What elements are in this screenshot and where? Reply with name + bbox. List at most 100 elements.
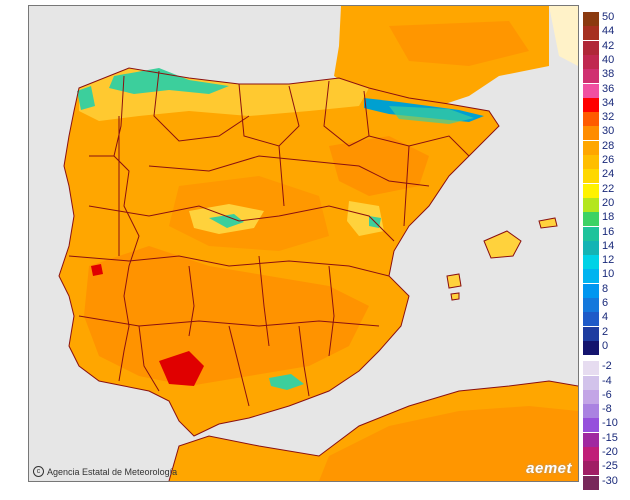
legend-swatch (583, 54, 599, 69)
legend-label: 20 (602, 196, 615, 209)
copyright-circle-icon: c (33, 466, 44, 477)
legend-item: 14 (583, 239, 628, 255)
legend-swatch (583, 140, 599, 155)
legend-item: 22 (583, 182, 628, 198)
legend-item: 40 (583, 53, 628, 69)
pyrenees-green (389, 106, 474, 124)
cool-zone-iberian-range (347, 201, 384, 236)
legend-item: 50 (583, 12, 628, 26)
legend-label: 50 (602, 11, 615, 23)
legend-label: 2 (602, 325, 609, 338)
legend-swatch (583, 326, 599, 341)
legend-label: 16 (602, 225, 615, 238)
legend-item: -2 (583, 360, 628, 376)
legend-item: -15 (583, 431, 628, 447)
legend-label: 38 (602, 68, 615, 81)
legend-label: 26 (602, 154, 615, 166)
guadalquivir-hot-spot (159, 351, 204, 386)
legend-label: 42 (602, 39, 615, 52)
legend-label: 36 (602, 82, 615, 95)
legend-item: 38 (583, 68, 628, 84)
legend-item: -30 (583, 474, 628, 490)
legend-item: 44 (583, 25, 628, 41)
credit-label: c Agencia Estatal de Meteorología (33, 466, 177, 477)
legend-label: 30 (602, 125, 615, 138)
legend-swatch (583, 269, 599, 284)
legend-swatch (583, 40, 599, 55)
legend-swatch (583, 183, 599, 198)
legend-item: 26 (583, 155, 628, 169)
legend-swatch (583, 126, 599, 141)
legend-swatch (583, 212, 599, 227)
legend-swatch (583, 112, 599, 127)
portugal-border (113, 155, 140, 382)
legend-label: 40 (602, 53, 615, 66)
legend-swatch (583, 389, 599, 404)
legend-swatch (583, 312, 599, 327)
legend-swatch (583, 83, 599, 98)
legend-label: 4 (602, 311, 609, 324)
legend-item: -6 (583, 389, 628, 404)
legend-swatch (583, 418, 599, 433)
legend-label: -25 (602, 460, 618, 473)
legend-item: 0 (583, 339, 628, 355)
legend-label: -2 (602, 360, 612, 373)
legend-item: 20 (583, 196, 628, 212)
legend-item: -4 (583, 375, 628, 390)
legend-label: 10 (602, 268, 615, 281)
legend-label: -10 (602, 417, 618, 430)
legend-label: 18 (602, 211, 615, 224)
ibiza (446, 273, 462, 289)
legend-item: 18 (583, 211, 628, 227)
province-borders (58, 67, 500, 437)
legend-item: 6 (583, 298, 628, 312)
legend-swatch (583, 26, 599, 41)
legend-label: 0 (602, 339, 609, 352)
legend-label: 14 (602, 239, 615, 252)
legend-item: 4 (583, 311, 628, 327)
italy-land (549, 6, 578, 66)
legend-item: 10 (583, 268, 628, 284)
legend-label: -30 (602, 474, 618, 487)
legend-swatch (583, 432, 599, 447)
legend-item: 36 (583, 82, 628, 98)
warm-zone-ebro (329, 136, 429, 196)
warm-zone-south (84, 246, 369, 386)
menorca (538, 217, 558, 229)
galicia-mountains (77, 86, 95, 110)
legend-label: 44 (602, 25, 615, 38)
france-warm-zone (389, 21, 529, 66)
legend-swatch (583, 375, 599, 390)
formentera (450, 292, 460, 301)
legend-swatch (583, 461, 599, 476)
legend-swatch (583, 404, 599, 419)
aemet-logo: aemet (526, 460, 572, 477)
legend-swatch (583, 226, 599, 241)
legend-label: -8 (602, 403, 612, 416)
legend-label: 32 (602, 111, 615, 124)
legend-item: 24 (583, 168, 628, 184)
legend-item: -25 (583, 460, 628, 476)
legend-item: 16 (583, 225, 628, 241)
legend-item: 30 (583, 125, 628, 141)
legend-swatch (583, 69, 599, 84)
legend-swatch (583, 361, 599, 376)
legend-swatch (583, 169, 599, 184)
legend-swatch (583, 475, 599, 490)
legend-swatch (583, 197, 599, 212)
legend-label: 34 (602, 96, 615, 109)
cantabrian-mountains (109, 68, 229, 94)
legend-label: 24 (602, 168, 615, 181)
legend-item: -20 (583, 447, 628, 461)
legend-item: 34 (583, 96, 628, 112)
legend-item: -8 (583, 403, 628, 419)
legend-item: 12 (583, 255, 628, 270)
central-system-snow (209, 214, 244, 228)
legend-swatch (583, 155, 599, 169)
legend-swatch (583, 340, 599, 355)
legend-label: -15 (602, 431, 618, 444)
north-africa-coast (168, 380, 578, 481)
legend-label: 22 (602, 182, 615, 195)
legend-label: -20 (602, 446, 618, 458)
legend-item: 8 (583, 283, 628, 298)
